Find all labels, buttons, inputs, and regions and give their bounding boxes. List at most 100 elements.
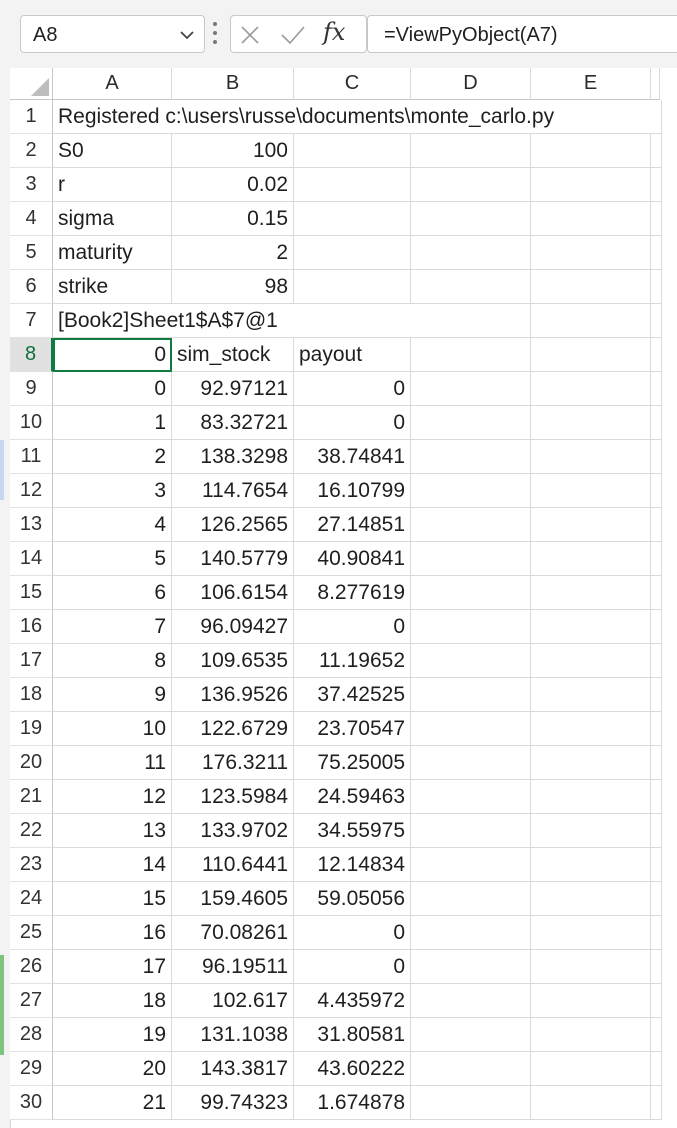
cell-a20[interactable]: 11 <box>53 746 172 780</box>
cell-e26[interactable] <box>531 950 651 984</box>
row-header[interactable]: 19 <box>10 712 53 746</box>
cell-d22[interactable] <box>411 814 531 848</box>
row-header[interactable]: 24 <box>10 882 53 916</box>
row-header[interactable]: 5 <box>10 236 53 270</box>
cell-c9[interactable]: 0 <box>294 372 411 406</box>
cell-a15[interactable]: 6 <box>53 576 172 610</box>
row-header[interactable]: 7 <box>10 304 53 338</box>
cell-c21[interactable]: 24.59463 <box>294 780 411 814</box>
cell-b5[interactable]: 2 <box>172 236 294 270</box>
cell-b20[interactable]: 176.3211 <box>172 746 294 780</box>
cell-b17[interactable]: 109.6535 <box>172 644 294 678</box>
cell-a29[interactable]: 20 <box>53 1052 172 1086</box>
cell-d2[interactable] <box>411 134 531 168</box>
cell-d21[interactable] <box>411 780 531 814</box>
cell-e12[interactable] <box>531 474 651 508</box>
cell-e4[interactable] <box>531 202 651 236</box>
cell-a12[interactable]: 3 <box>53 474 172 508</box>
cell-a6[interactable]: strike <box>53 270 172 304</box>
cell-d1[interactable] <box>411 100 531 134</box>
cell-b25[interactable]: 70.08261 <box>172 916 294 950</box>
row-header[interactable]: 1 <box>10 100 53 134</box>
cell-e1[interactable] <box>531 100 651 134</box>
select-all-corner[interactable] <box>10 68 53 100</box>
cell-c12[interactable]: 16.10799 <box>294 474 411 508</box>
cell-d16[interactable] <box>411 610 531 644</box>
cell-e11[interactable] <box>531 440 651 474</box>
cell-c5[interactable] <box>294 236 411 270</box>
cell-d24[interactable] <box>411 882 531 916</box>
cell-d19[interactable] <box>411 712 531 746</box>
cell-e22[interactable] <box>531 814 651 848</box>
row-header[interactable]: 11 <box>10 440 53 474</box>
cell-c20[interactable]: 75.25005 <box>294 746 411 780</box>
cell-e27[interactable] <box>531 984 651 1018</box>
cell-b14[interactable]: 140.5779 <box>172 542 294 576</box>
cell-d7[interactable] <box>411 304 531 338</box>
cell-b12[interactable]: 114.7654 <box>172 474 294 508</box>
cell-c2[interactable] <box>294 134 411 168</box>
row-header[interactable]: 17 <box>10 644 53 678</box>
cell-e19[interactable] <box>531 712 651 746</box>
formula-input[interactable]: =ViewPyObject(A7) <box>367 15 677 53</box>
chevron-down-icon[interactable] <box>178 26 196 44</box>
cell-c27[interactable]: 4.435972 <box>294 984 411 1018</box>
cell-e9[interactable] <box>531 372 651 406</box>
row-header[interactable]: 12 <box>10 474 53 508</box>
cell-c6[interactable] <box>294 270 411 304</box>
cell-d5[interactable] <box>411 236 531 270</box>
cell-a19[interactable]: 10 <box>53 712 172 746</box>
cell-e2[interactable] <box>531 134 651 168</box>
cell-e8[interactable] <box>531 338 651 372</box>
column-header-e[interactable]: E <box>531 68 651 100</box>
cancel-icon[interactable] <box>239 24 261 46</box>
row-header[interactable]: 8 <box>10 338 53 372</box>
cell-c11[interactable]: 38.74841 <box>294 440 411 474</box>
cell-b4[interactable]: 0.15 <box>172 202 294 236</box>
cell-a17[interactable]: 8 <box>53 644 172 678</box>
cell-e14[interactable] <box>531 542 651 576</box>
row-header[interactable]: 6 <box>10 270 53 304</box>
cell-b21[interactable]: 123.5984 <box>172 780 294 814</box>
cell-a14[interactable]: 5 <box>53 542 172 576</box>
row-header[interactable]: 3 <box>10 168 53 202</box>
column-header-d[interactable]: D <box>411 68 531 100</box>
cell-d17[interactable] <box>411 644 531 678</box>
cell-d4[interactable] <box>411 202 531 236</box>
cell-b10[interactable]: 83.32721 <box>172 406 294 440</box>
cell-d13[interactable] <box>411 508 531 542</box>
cell-c4[interactable] <box>294 202 411 236</box>
cell-e28[interactable] <box>531 1018 651 1052</box>
cell-b30[interactable]: 99.74323 <box>172 1086 294 1120</box>
cell-a2[interactable]: S0 <box>53 134 172 168</box>
cell-a28[interactable]: 19 <box>53 1018 172 1052</box>
cell-b29[interactable]: 143.3817 <box>172 1052 294 1086</box>
cell-e30[interactable] <box>531 1086 651 1120</box>
cell-c3[interactable] <box>294 168 411 202</box>
cell-b1[interactable] <box>172 100 294 134</box>
column-header-a[interactable]: A <box>53 68 172 100</box>
cell-b16[interactable]: 96.09427 <box>172 610 294 644</box>
cell-d6[interactable] <box>411 270 531 304</box>
cell-c25[interactable]: 0 <box>294 916 411 950</box>
cell-e21[interactable] <box>531 780 651 814</box>
cell-b6[interactable]: 98 <box>172 270 294 304</box>
row-header[interactable]: 30 <box>10 1086 53 1120</box>
cell-c13[interactable]: 27.14851 <box>294 508 411 542</box>
cell-d11[interactable] <box>411 440 531 474</box>
row-header[interactable]: 16 <box>10 610 53 644</box>
cell-c18[interactable]: 37.42525 <box>294 678 411 712</box>
cell-d8[interactable] <box>411 338 531 372</box>
cell-a30[interactable]: 21 <box>53 1086 172 1120</box>
cell-c14[interactable]: 40.90841 <box>294 542 411 576</box>
cell-c28[interactable]: 31.80581 <box>294 1018 411 1052</box>
cell-b18[interactable]: 136.9526 <box>172 678 294 712</box>
row-header[interactable]: 20 <box>10 746 53 780</box>
cell-e18[interactable] <box>531 678 651 712</box>
cell-a27[interactable]: 18 <box>53 984 172 1018</box>
cell-a9[interactable]: 0 <box>53 372 172 406</box>
cell-e13[interactable] <box>531 508 651 542</box>
cell-b22[interactable]: 133.9702 <box>172 814 294 848</box>
column-header-c[interactable]: C <box>294 68 411 100</box>
row-header[interactable]: 4 <box>10 202 53 236</box>
